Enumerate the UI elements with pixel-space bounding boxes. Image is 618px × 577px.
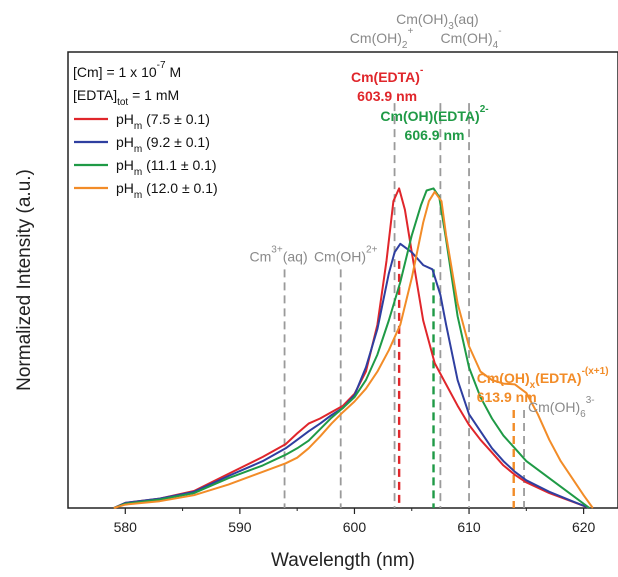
reference-lines bbox=[283, 103, 525, 508]
ref-value-ohxedta: 613.9 nm bbox=[477, 389, 537, 405]
series-line-1 bbox=[113, 242, 590, 509]
ref-label-cmoh6: Cm(OH)63- bbox=[528, 395, 595, 420]
series-lines bbox=[113, 187, 594, 509]
series-line-3 bbox=[113, 190, 594, 509]
ref-value-edta: 603.9 nm bbox=[357, 88, 417, 104]
y-axis-label: Normalized Intensity (a.u.) bbox=[14, 169, 35, 391]
legend-entry-2: pHm (11.1 ± 0.1) bbox=[116, 157, 217, 178]
reference-labels: Cm3+(aq) Cm(OH)2+Cm(OH)2+Cm(OH)3(aq)Cm(OH… bbox=[250, 11, 609, 420]
x-tick-label-620: 620 bbox=[572, 519, 596, 535]
ref-label-cmoh4: Cm(OH)4- bbox=[441, 26, 502, 51]
series-line-0 bbox=[113, 187, 590, 509]
legend: [Cm] = 1 x 10-7 M [EDTA]tot = 1 mM pHm (7.… bbox=[73, 60, 218, 201]
ref-label-cmoh: Cm(OH)2+ bbox=[314, 244, 378, 264]
ref-value-ohedta: 606.9 nm bbox=[405, 127, 465, 143]
ref-label-cmoh2: Cm(OH)2+ bbox=[350, 26, 414, 51]
x-tick-label-600: 600 bbox=[343, 519, 367, 535]
x-tick-label-590: 590 bbox=[228, 519, 252, 535]
x-tick-label-580: 580 bbox=[114, 519, 138, 535]
x-axis-label: Wavelength (nm) bbox=[271, 550, 415, 571]
x-axis-ticks: 580 590 600 610 620 bbox=[114, 508, 596, 535]
legend-condition-edta: [EDTA]tot = 1 mM bbox=[73, 87, 179, 108]
legend-entry-3: pHm (12.0 ± 0.1) bbox=[116, 180, 218, 201]
ref-label-cmoh3: Cm(OH)3(aq) bbox=[396, 11, 479, 32]
ref-label-edta: Cm(EDTA)- bbox=[351, 65, 423, 85]
legend-condition-cm: [Cm] = 1 x 10-7 M bbox=[73, 60, 181, 80]
legend-entry-0: pHm (7.5 ± 0.1) bbox=[116, 111, 210, 132]
x-tick-label-610: 610 bbox=[457, 519, 481, 535]
ref-label-ohedta: Cm(OH)(EDTA)2- bbox=[380, 104, 488, 124]
plot-frame bbox=[67, 51, 618, 509]
ref-label-ohxedta: Cm(OH)x(EDTA)-(x+1) bbox=[477, 366, 609, 391]
series-line-2 bbox=[113, 187, 590, 509]
legend-entry-1: pHm (9.2 ± 0.1) bbox=[116, 134, 210, 155]
ref-label-cm3aq: Cm3+(aq) bbox=[250, 244, 308, 264]
